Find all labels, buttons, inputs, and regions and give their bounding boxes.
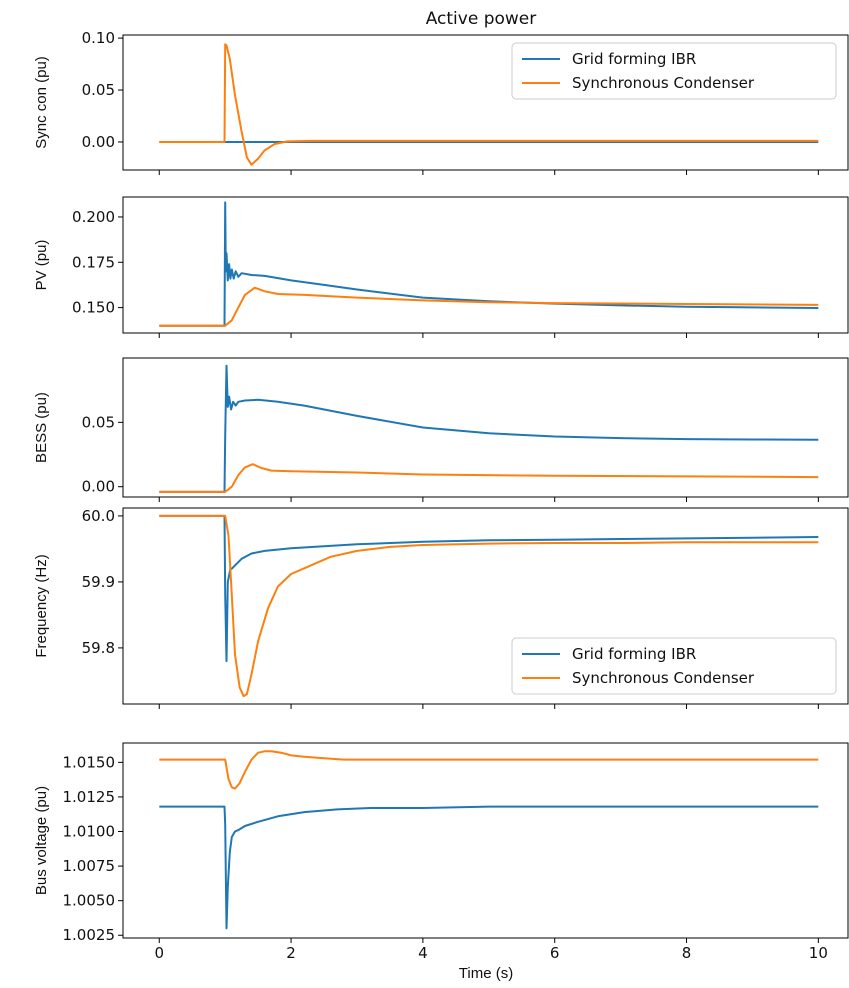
y-axis-label: Sync con (pu) <box>33 56 50 149</box>
y-axis-label: BESS (pu) <box>33 392 50 463</box>
y-axis-label: Bus voltage (pu) <box>33 786 50 895</box>
y-tick-label: 0.10 <box>82 29 115 47</box>
y-tick-label: 0.00 <box>82 478 115 496</box>
legend-box <box>511 637 837 695</box>
y-tick-label: 59.9 <box>82 573 115 591</box>
y-tick-label: 1.0025 <box>63 926 116 944</box>
legend-label-grid-forming-ibr: Grid forming IBR <box>572 50 696 68</box>
legend-label-synchronous-condenser: Synchronous Condenser <box>572 669 755 687</box>
series-line-grid-forming-ibr <box>159 201 819 327</box>
legend-label-synchronous-condenser: Synchronous Condenser <box>572 74 755 92</box>
y-tick-label: 1.0150 <box>63 753 116 771</box>
y-tick-label: 0.05 <box>82 413 115 431</box>
x-tick-label: 8 <box>682 944 692 962</box>
y-tick-label: 0.150 <box>72 299 115 317</box>
legend: Grid forming IBR Synchronous Condenser <box>511 42 837 100</box>
x-axis-label: Time (s) <box>459 965 513 982</box>
y-axis-label: Frequency (Hz) <box>33 554 50 657</box>
plot-frame <box>122 196 849 334</box>
y-tick-label: 59.8 <box>82 639 115 657</box>
panel-0: 0.00 0.05 0.10 Sync con (pu) Grid forming IB… <box>33 29 849 175</box>
y-tick-label: 1.0100 <box>63 823 116 841</box>
y-tick-label: 1.0075 <box>63 857 116 875</box>
x-tick-label: 10 <box>809 944 828 962</box>
y-tick-label: 0.00 <box>82 133 115 151</box>
series-line-synchronous-condenser <box>159 43 819 166</box>
series-line-grid-forming-ibr <box>159 805 819 930</box>
plot-frame <box>122 507 849 705</box>
x-tick-label: 4 <box>418 944 428 962</box>
panel-4: 1.0025 1.0050 1.0075 1.0100 1.0125 1.0150 0 2 4 6… <box>33 742 849 962</box>
series-line-grid-forming-ibr <box>159 514 819 663</box>
panels: 0.00 0.05 0.10 Sync con (pu) Grid forming IB… <box>33 29 849 962</box>
panel-3: 59.8 59.9 60.0 Frequency (Hz) Grid forming I… <box>33 507 849 709</box>
series-line-synchronous-condenser <box>159 463 819 493</box>
series-line-synchronous-condenser <box>159 514 819 698</box>
series-line-grid-forming-ibr <box>159 364 819 493</box>
y-axis-label: PV (pu) <box>33 240 50 291</box>
y-tick-label: 0.200 <box>72 208 115 226</box>
y-tick-label: 1.0050 <box>63 892 116 910</box>
plot-frame <box>122 357 849 498</box>
x-tick-label: 2 <box>286 944 296 962</box>
panel-2: 0.00 0.05 BESS (pu) <box>33 357 849 502</box>
panel-1: 0.150 0.175 0.200 PV (pu) <box>33 196 849 338</box>
series-line-synchronous-condenser <box>159 286 819 327</box>
series-line-synchronous-condenser <box>159 750 819 790</box>
y-tick-label: 1.0125 <box>63 788 116 806</box>
legend-box <box>511 42 837 100</box>
figure-title: Active power <box>426 9 537 29</box>
x-tick-label: 0 <box>154 944 164 962</box>
plot-frame <box>122 34 849 171</box>
y-tick-label: 60.0 <box>82 507 115 525</box>
legend: Grid forming IBR Synchronous Condenser <box>511 637 837 695</box>
y-tick-label: 0.05 <box>82 81 115 99</box>
y-tick-label: 0.175 <box>72 253 115 271</box>
x-tick-label: 6 <box>550 944 560 962</box>
plot-frame <box>122 742 849 939</box>
legend-label-grid-forming-ibr: Grid forming IBR <box>572 645 696 663</box>
